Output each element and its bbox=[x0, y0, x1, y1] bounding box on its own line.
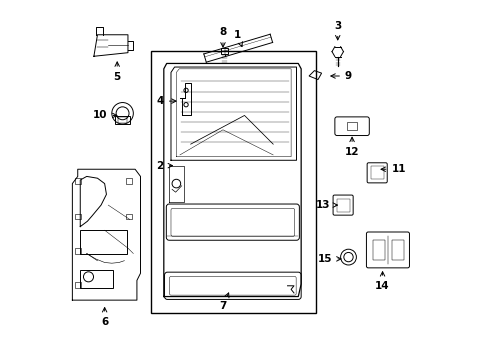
Bar bbox=[346, 122, 357, 130]
Text: 13: 13 bbox=[315, 200, 337, 210]
Text: 4: 4 bbox=[156, 96, 176, 106]
Bar bbox=[75, 214, 81, 220]
Bar bbox=[75, 178, 81, 184]
Text: 2: 2 bbox=[156, 161, 172, 171]
Bar bbox=[221, 48, 228, 54]
Bar bbox=[126, 178, 132, 184]
Bar bbox=[370, 166, 383, 179]
Text: 11: 11 bbox=[380, 164, 405, 174]
Text: 1: 1 bbox=[233, 30, 242, 46]
Text: 3: 3 bbox=[333, 21, 341, 40]
Bar bbox=[126, 214, 132, 220]
Text: 14: 14 bbox=[374, 272, 389, 291]
Text: 6: 6 bbox=[101, 307, 108, 327]
Text: 9: 9 bbox=[330, 71, 351, 81]
Text: 5: 5 bbox=[113, 62, 121, 82]
Bar bbox=[75, 248, 81, 253]
Bar bbox=[151, 51, 316, 313]
Bar bbox=[115, 116, 130, 124]
Bar bbox=[118, 117, 126, 123]
Text: 12: 12 bbox=[344, 137, 359, 157]
Bar bbox=[336, 199, 349, 212]
Bar bbox=[75, 282, 81, 288]
Bar bbox=[80, 270, 112, 288]
Text: 7: 7 bbox=[219, 293, 228, 311]
Text: 10: 10 bbox=[93, 111, 117, 121]
Text: 15: 15 bbox=[317, 254, 340, 264]
Text: 8: 8 bbox=[219, 27, 226, 47]
Bar bbox=[80, 230, 126, 253]
Bar bbox=[372, 240, 385, 260]
Bar bbox=[391, 240, 404, 260]
